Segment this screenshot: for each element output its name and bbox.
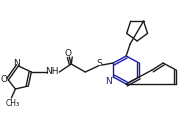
Text: NH: NH <box>46 67 59 77</box>
Text: CH₃: CH₃ <box>5 99 20 108</box>
Text: N: N <box>105 77 112 85</box>
Text: N: N <box>13 60 20 69</box>
Text: O: O <box>1 75 8 84</box>
Text: O: O <box>65 49 72 59</box>
Text: S: S <box>96 60 102 69</box>
